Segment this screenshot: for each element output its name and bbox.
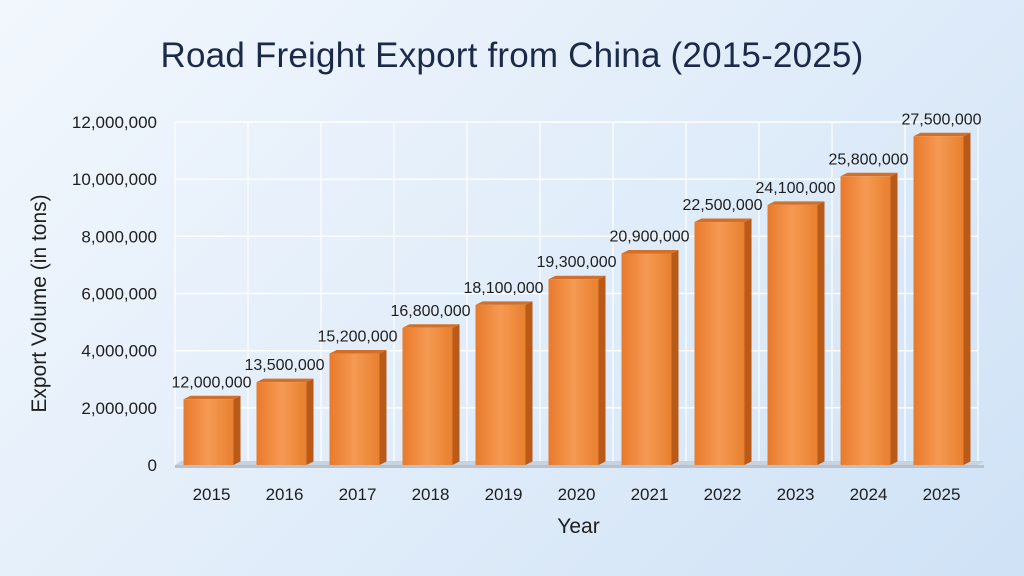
bar-front — [694, 222, 745, 465]
x-tick-label: 2016 — [266, 485, 304, 504]
bar-front — [183, 399, 234, 465]
axis-layer: Export Volume (in tons) Year — [28, 194, 600, 538]
bar-2022 — [694, 218, 752, 465]
bar-side — [452, 324, 460, 465]
bar-2016 — [256, 378, 314, 465]
data-label: 13,500,000 — [244, 357, 324, 374]
bar-top — [621, 249, 679, 254]
x-tick-label: 2024 — [850, 485, 888, 504]
data-label: 25,800,000 — [828, 151, 908, 168]
x-tick-label: 2022 — [704, 485, 742, 504]
bar-layer — [183, 132, 971, 465]
data-label: 16,800,000 — [390, 303, 470, 320]
x-tick-label: 2025 — [923, 485, 961, 504]
bar-top — [548, 275, 606, 280]
x-axis-title: Year — [557, 515, 599, 538]
label-layer: 12,000,000 2015 13,500,000 2016 15,200,000 20… — [171, 111, 981, 504]
data-label: 12,000,000 — [171, 374, 251, 391]
bar-side — [233, 395, 241, 465]
y-tick-label: 6,000,000 — [81, 285, 157, 304]
data-label: 20,900,000 — [609, 228, 689, 245]
data-label: 27,500,000 — [901, 111, 981, 128]
y-tick-label: 10,000,000 — [72, 170, 157, 189]
y-axis-title: Export Volume (in tons) — [28, 194, 51, 412]
bar-top — [475, 301, 533, 305]
data-label: 18,100,000 — [463, 280, 543, 297]
bar-2019 — [475, 301, 533, 465]
x-tick-label: 2018 — [412, 485, 450, 504]
x-tick-label: 2023 — [777, 485, 815, 504]
y-tick-label: 2,000,000 — [81, 399, 157, 418]
bar-side — [744, 218, 752, 465]
bar-side — [598, 275, 606, 465]
bar-side — [306, 378, 314, 465]
bar-side — [671, 249, 679, 465]
y-tick-label: 0 — [148, 456, 157, 475]
bar-front — [475, 304, 526, 465]
data-label: 15,200,000 — [317, 329, 397, 346]
bar-front — [621, 253, 672, 465]
bar-2024 — [840, 172, 898, 465]
bar-front — [329, 353, 380, 465]
bar-front — [402, 327, 453, 465]
x-tick-label: 2020 — [558, 485, 596, 504]
bar-top — [767, 201, 825, 205]
bar-top — [329, 350, 387, 354]
bar-side — [525, 301, 533, 465]
bar-2017 — [329, 350, 387, 465]
bar-front — [548, 279, 599, 465]
chart-baseline — [175, 465, 984, 468]
bar-front — [840, 176, 891, 465]
bar-top — [402, 324, 460, 328]
chart-title: Road Freight Export from China (2015-202… — [160, 36, 864, 75]
bar-top — [256, 378, 314, 383]
bar-2025 — [913, 132, 971, 465]
bar-2015 — [183, 395, 241, 465]
x-tick-label: 2021 — [631, 485, 669, 504]
bar-side — [963, 132, 971, 465]
bar-top — [694, 218, 752, 223]
x-tick-label: 2017 — [339, 485, 377, 504]
data-label: 22,500,000 — [682, 197, 762, 214]
y-tick-label: 8,000,000 — [81, 227, 157, 246]
bar-front — [913, 136, 964, 465]
bar-side — [379, 350, 387, 465]
x-tick-label: 2019 — [485, 485, 523, 504]
data-label: 19,300,000 — [536, 254, 616, 271]
y-tick-label: 12,000,000 — [72, 113, 157, 132]
bar-side — [890, 172, 898, 465]
bar-front — [256, 382, 307, 465]
x-tick-label: 2015 — [193, 485, 231, 504]
bar-top — [913, 132, 971, 137]
y-tick-label: 4,000,000 — [81, 342, 157, 361]
bar-2018 — [402, 324, 460, 465]
data-label: 24,100,000 — [755, 180, 835, 197]
bar-top — [183, 395, 241, 400]
bar-front — [767, 204, 818, 465]
bar-side — [817, 201, 825, 465]
bar-2020 — [548, 275, 606, 465]
bar-top — [840, 172, 898, 177]
bar-2023 — [767, 201, 825, 465]
bar-2021 — [621, 249, 679, 465]
